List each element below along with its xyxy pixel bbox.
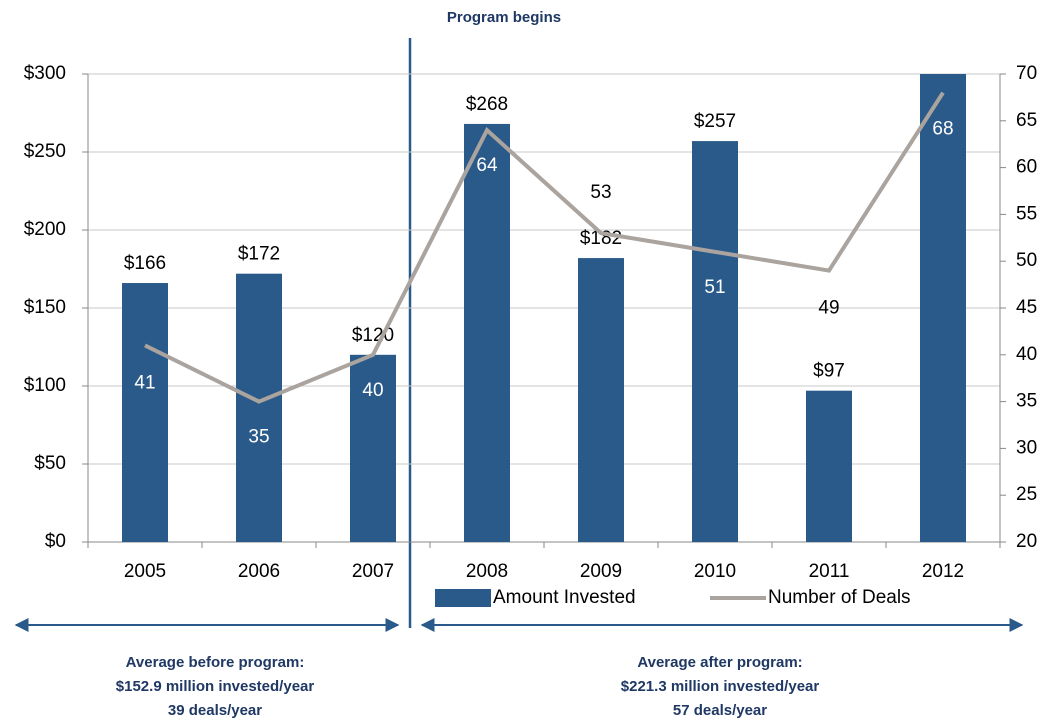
- line-value-label: 64: [476, 155, 498, 176]
- y2-tick-label: 50: [1016, 250, 1037, 271]
- annotation: Program begins: [447, 9, 561, 26]
- x-tick-label: 2010: [694, 561, 736, 582]
- y2-tick-label: 20: [1016, 531, 1037, 552]
- legend-swatch: [435, 589, 491, 607]
- line-value-label: 68: [932, 119, 953, 140]
- legend-label: Number of Deals: [768, 587, 911, 608]
- line-value-label: 41: [134, 372, 155, 393]
- x-tick-label: 2011: [809, 561, 850, 582]
- x-tick-label: 2005: [124, 561, 166, 582]
- bar: [692, 141, 738, 542]
- bar: [350, 354, 396, 542]
- y-tick-label: $50: [34, 453, 66, 474]
- bar-value-label: $268: [466, 94, 508, 115]
- y-tick-label: $250: [24, 141, 66, 162]
- y2-tick-label: 60: [1016, 157, 1037, 178]
- y-tick-label: $100: [24, 375, 66, 396]
- bar-value-label: $166: [124, 253, 166, 274]
- x-tick-label: 2007: [352, 561, 394, 582]
- y2-tick-label: 35: [1016, 391, 1037, 412]
- legend-label: Amount Invested: [493, 587, 636, 608]
- bar-value-label: $257: [694, 111, 736, 132]
- x-tick-label: 2012: [922, 561, 964, 582]
- annotation: $152.9 million invested/year: [116, 678, 315, 695]
- bar: [236, 273, 282, 542]
- bar-value-label: $97: [813, 361, 845, 382]
- bar-value-label: $172: [238, 244, 280, 265]
- annotation: Average after program:: [637, 654, 802, 671]
- y2-tick-label: 45: [1016, 297, 1037, 318]
- y2-tick-label: 25: [1016, 484, 1037, 505]
- y-tick-label: $0: [45, 531, 66, 552]
- y2-tick-label: 70: [1016, 63, 1037, 84]
- y-tick-label: $300: [24, 63, 66, 84]
- bar: [578, 258, 624, 542]
- line-value-label: 49: [818, 298, 839, 319]
- x-tick-label: 2006: [238, 561, 280, 582]
- y2-tick-label: 65: [1016, 110, 1037, 131]
- line-value-label: 51: [704, 277, 725, 298]
- bar: [920, 74, 966, 542]
- line-value-label: 40: [362, 380, 383, 401]
- line-value-label: 53: [590, 182, 611, 203]
- y2-tick-label: 30: [1016, 437, 1037, 458]
- annotation: Average before program:: [126, 654, 305, 671]
- annotation: 57 deals/year: [673, 702, 767, 719]
- line: [144, 91, 945, 404]
- bar: [464, 123, 510, 543]
- annotation: 39 deals/year: [168, 702, 262, 719]
- x-tick-label: 2008: [466, 561, 508, 582]
- line-value-label: 35: [248, 427, 269, 448]
- y-tick-label: $200: [24, 219, 66, 240]
- y2-tick-label: 40: [1016, 344, 1037, 365]
- y-tick-label: $150: [24, 297, 66, 318]
- bar: [122, 283, 168, 542]
- bar: [806, 390, 852, 542]
- x-tick-label: 2009: [580, 561, 622, 582]
- y2-tick-label: 55: [1016, 203, 1037, 224]
- annotation: $221.3 million invested/year: [621, 678, 820, 695]
